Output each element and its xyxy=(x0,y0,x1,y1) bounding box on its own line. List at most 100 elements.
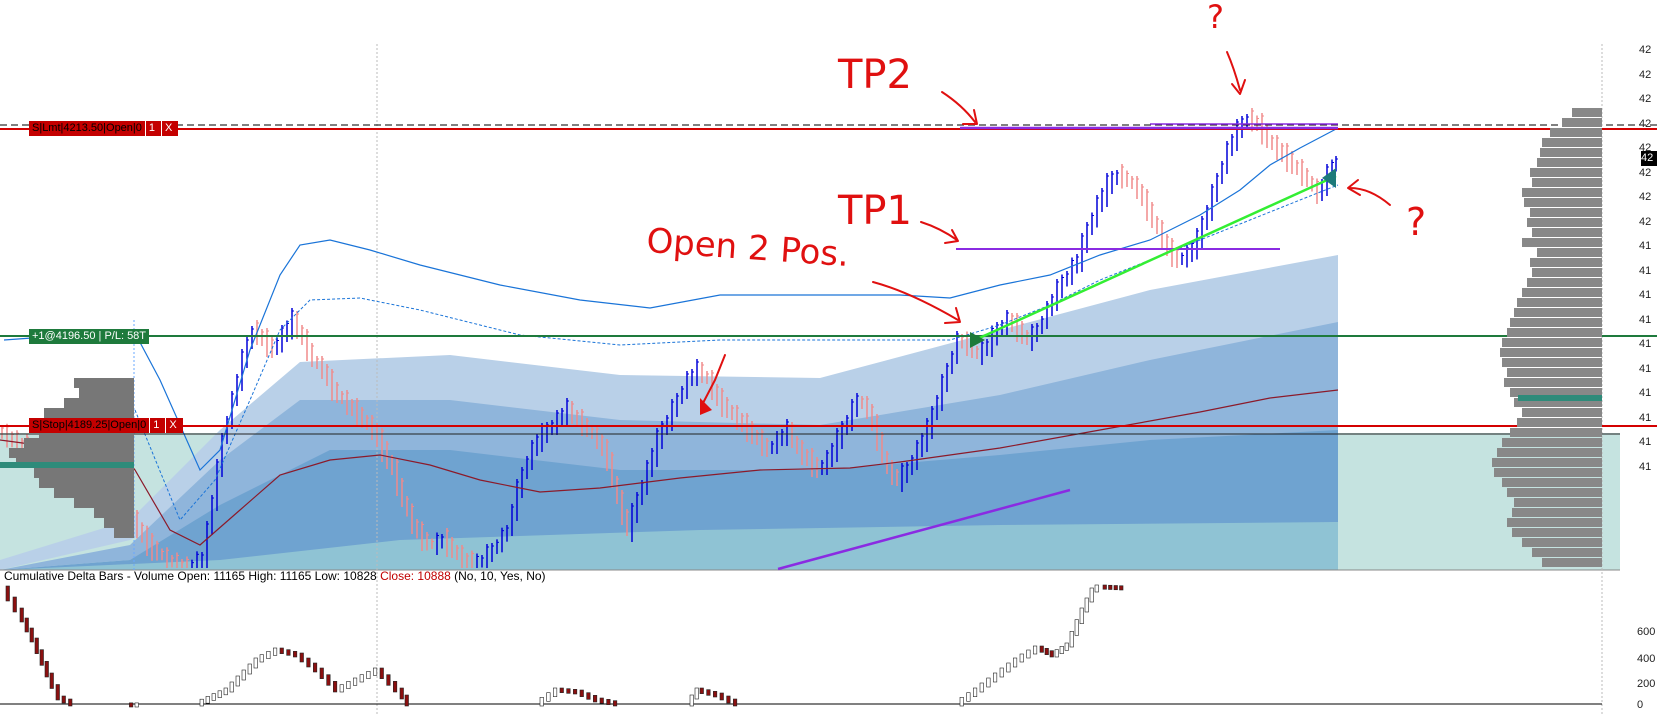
left-volume-profile-bar xyxy=(54,488,134,498)
cumulative-delta-bar xyxy=(553,687,558,697)
cumulative-delta-bar xyxy=(299,652,304,663)
price-axis-tick: 42 xyxy=(1639,166,1652,179)
position-tag[interactable]: +1@4196.50 | P/L: 58T xyxy=(29,329,150,344)
cumulative-delta-bar xyxy=(726,695,731,704)
cumulative-delta-bar xyxy=(359,674,364,683)
right-volume-profile-bar xyxy=(1504,378,1602,387)
cumulative-delta-bar xyxy=(404,694,409,707)
cumulative-delta-bar xyxy=(326,674,331,686)
price-axis-tick: 42 xyxy=(1639,93,1652,105)
cumulative-delta-bar xyxy=(373,667,378,676)
short-arrow-icon xyxy=(701,354,726,406)
vwap-line xyxy=(0,389,1339,546)
price-axis-tick: 41 xyxy=(1639,240,1652,252)
cumulative-delta-bar xyxy=(39,649,44,666)
stop-order-label: S|Stop|4189.25|Open|0 xyxy=(32,419,147,431)
right-volume-profile-bar xyxy=(1497,448,1602,457)
price-axis-tick: 42 xyxy=(1639,191,1652,203)
price-axis-tick: 41 xyxy=(1639,460,1652,473)
cumulative-delta-bar xyxy=(613,700,618,707)
right-volume-profile-bar xyxy=(1530,208,1602,217)
right-volume-profile-bar xyxy=(1562,118,1602,127)
cumulative-delta-bar xyxy=(1084,597,1089,613)
cumulative-delta-bar xyxy=(346,681,351,689)
price-axis-tick: 42 xyxy=(1639,44,1652,56)
right-volume-profile-bar xyxy=(1502,438,1602,447)
cumulative-delta-bar xyxy=(573,689,578,695)
price-axis-tick: 41 xyxy=(1639,313,1652,326)
indicator-low: Low: 10828 xyxy=(314,569,377,583)
cumulative-delta-bar xyxy=(1039,645,1044,653)
left-volume-profile-bar xyxy=(9,448,134,458)
cumulative-delta-bar xyxy=(539,697,544,707)
cumulative-delta-bar xyxy=(241,669,246,681)
price-axis-tick: 41 xyxy=(1639,338,1652,350)
cumulative-delta-bar xyxy=(379,667,384,679)
cumulative-delta-bar xyxy=(399,687,404,700)
indicator-axis-tick: 200 xyxy=(1637,678,1656,690)
question-right-annotation: ? xyxy=(1406,200,1427,244)
price-axis-tick: 41 xyxy=(1639,387,1652,399)
exit-marker-icon xyxy=(1322,168,1336,188)
right-volume-profile-bar xyxy=(1542,558,1602,567)
cumulative-delta-bar xyxy=(1019,653,1024,663)
cumulative-delta-bar xyxy=(979,682,984,693)
cumulative-delta-bar xyxy=(247,663,252,675)
cumulative-delta-bar xyxy=(273,647,278,656)
stop-limit-cancel-button[interactable]: X xyxy=(161,121,176,136)
cumulative-delta-bar xyxy=(61,695,66,704)
right-volume-profile-bar xyxy=(1517,298,1602,307)
left-volume-profile-bar xyxy=(39,478,134,488)
cumulative-delta-bar xyxy=(1049,650,1054,658)
left-volume-profile-bar xyxy=(94,508,134,518)
question-top-annotation: ? xyxy=(1207,0,1224,36)
tp2-annotation: TP2 xyxy=(838,52,913,98)
cumulative-delta-bar xyxy=(1064,642,1069,651)
cumulative-delta-bar xyxy=(719,692,724,701)
cumulative-delta-bar xyxy=(339,684,344,693)
cumulative-delta-bar xyxy=(1074,619,1079,636)
middle-band xyxy=(0,322,1338,570)
stop-limit-qty-button[interactable]: 1 xyxy=(144,121,159,136)
cumulative-delta-bar xyxy=(986,677,991,688)
cumulative-delta-bar xyxy=(586,692,591,700)
right-volume-profile-bar xyxy=(1522,538,1602,547)
cumulative-delta-bar xyxy=(689,694,694,707)
right-volume-profile-bar xyxy=(1532,548,1602,557)
cumulative-delta-bar xyxy=(266,651,271,659)
cumulative-delta-bar xyxy=(1069,631,1074,648)
stop-order-tag[interactable]: S|Stop|4189.25|Open|0 1 X xyxy=(29,418,183,433)
cumulative-delta-bar xyxy=(353,677,358,686)
cumulative-delta-bar xyxy=(259,654,264,663)
cumulative-delta-bar xyxy=(1094,584,1099,593)
cumulative-delta-bar xyxy=(393,681,398,693)
right-volume-profile-bar xyxy=(1512,528,1602,537)
right-volume-profile-bar xyxy=(1530,168,1602,177)
stop-limit-order-tag[interactable]: S|Lmt|4213.50|Open|0 1 X xyxy=(29,121,179,136)
right-volume-profile-bar xyxy=(1517,418,1602,427)
cumulative-delta-bar xyxy=(217,690,222,698)
price-axis-tick: 41 xyxy=(1639,436,1652,448)
stop-qty-button[interactable]: 1 xyxy=(149,418,163,433)
tp2-arrow-icon xyxy=(941,91,978,125)
right-volume-profile-bar xyxy=(1507,368,1602,377)
right-volume-profile-bar xyxy=(1522,408,1602,417)
stop-cancel-button[interactable]: X xyxy=(165,418,180,433)
left-volume-profile-bar xyxy=(34,468,134,478)
cumulative-delta-bar xyxy=(1089,587,1094,603)
right-volume-profile-bar xyxy=(1510,318,1602,327)
cumulative-delta-bar xyxy=(333,681,338,693)
cumulative-delta-bar xyxy=(12,596,17,613)
right-volume-profile-bar xyxy=(1537,158,1602,167)
cumulative-delta-bar xyxy=(1059,646,1064,654)
price-axis-tick: 42 xyxy=(1639,68,1652,81)
vwap-upper-band xyxy=(3,127,1339,472)
indicator-header: Cumulative Delta Bars - Volume Open: 111… xyxy=(4,569,546,583)
cumulative-delta-bar xyxy=(19,607,24,623)
right-volume-profile-bar xyxy=(1510,388,1602,397)
cumulative-delta-bar xyxy=(199,698,204,707)
right-volume-profile-bar xyxy=(1522,238,1602,247)
purple-trendline xyxy=(777,488,1071,571)
cumulative-delta-bar xyxy=(24,617,29,633)
